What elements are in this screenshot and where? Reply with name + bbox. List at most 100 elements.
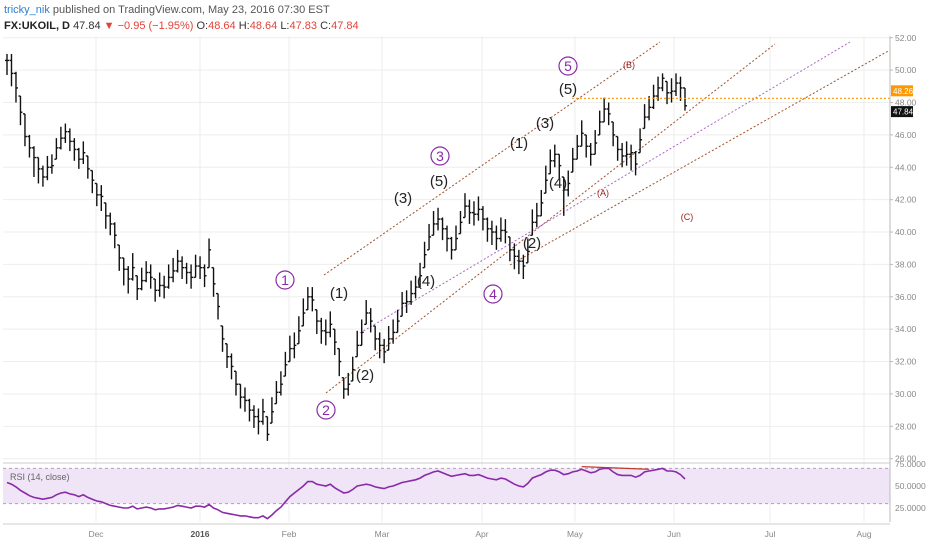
ohlc-bar [242,387,247,412]
price-tick-label: 42.00 [895,195,917,205]
ohlc-bar [633,151,638,176]
last-price-tag-text: 47.84 [893,108,914,117]
ohlc-bar [624,141,629,166]
ohlc-bar [256,408,261,435]
time-tick-label: Aug [856,529,871,539]
wave-circle-number: 1 [281,272,289,288]
ohlc-bar [350,356,355,382]
open-value: 48.64 [208,20,236,32]
target-price-tag: 48.26 [891,85,914,97]
wave-circle-ring [430,146,450,166]
ohlc-bar [682,87,687,111]
ohlc-bar [323,319,328,346]
correction-label: (C) [681,212,694,222]
symbol-label: FX:UKOIL, D [4,20,70,32]
channel-mid-line [359,41,851,334]
ohlc-bar [18,95,23,126]
ohlc-bar [467,199,472,224]
ohlc-bar [76,147,81,169]
ohlc-bar [364,300,369,326]
ohlc-bar [651,84,656,109]
ohlc-bar [31,146,36,177]
ohlc-bar [58,126,63,150]
rsi-divergence-line [581,465,650,470]
ohlc-bar [638,128,643,154]
ohlc-bar [139,267,144,291]
ohlc-bar [445,225,450,252]
ohlc-bar [175,249,180,273]
ohlc-bar [166,264,171,289]
price-tick-label: 40.00 [895,227,917,237]
ohlc-bar [629,144,634,171]
wave-label: (4) [549,175,567,192]
ohlc-bar [310,287,315,312]
wave-label: (1) [510,135,528,152]
ohlc-bar [489,220,494,245]
ohlc-bar [251,405,256,428]
ohlc-bar [180,256,185,279]
price-tick-label: 34.00 [895,324,917,334]
ohlc-bar [103,202,108,229]
ohlc-bar [678,76,683,101]
ohlc-bar [233,370,238,396]
ohlc-bar [373,325,378,351]
ohlc-bar [72,138,77,161]
ohlc-bar [337,347,342,377]
wave-label: (3) [394,190,412,207]
ohlc-bar [543,165,548,194]
ohlc-bar [81,141,86,165]
ohlc-bar [400,291,405,317]
ohlc-bar [458,210,463,235]
ohlc-bar [669,78,674,103]
ohlc-bar [157,272,162,297]
time-tick-label: Jul [765,529,776,539]
time-tick-label: Apr [475,529,488,539]
ohlc-bar [216,292,221,320]
price-tick-label: 48.00 [895,98,917,108]
ohlc-bar [305,287,310,311]
ohlc-bar [211,266,216,297]
ohlc-bar [602,97,607,123]
time-tick-label: Jun [667,529,681,539]
quote-line: FX:UKOIL, D 47.84 ▼ −0.95 (−1.95%) O:48.… [4,20,359,32]
ohlc-bar [238,383,243,409]
low-label: L: [280,20,290,32]
wave-label: (2) [523,235,541,252]
author-link[interactable]: tricky_nik [4,4,50,16]
ohlc-bar [171,257,176,283]
ohlc-bar [485,217,490,242]
channel-line [325,43,776,394]
price-tick-label: 38.00 [895,259,917,269]
high-value: 48.64 [249,20,278,32]
ohlc-bar [355,330,360,358]
ohlc-bar [525,238,530,264]
ohlc-bar [642,104,647,130]
ohlc-bar [126,266,131,294]
ohlc-bar [588,142,593,166]
ohlc-bar [494,225,499,250]
publish-info: published on TradingView.com, May 23, 20… [49,4,330,16]
ohlc-bar [498,217,503,242]
ohlc-bar [611,121,616,147]
wave-label: (5) [559,81,577,98]
wave-circle: 4 [483,284,503,304]
ohlc-bar [332,328,337,356]
ohlc-bar [413,275,418,299]
ohlc-bar [584,134,589,158]
target-price-tag-bg [891,85,913,97]
ohlc-bar [22,113,27,147]
low-value: 47.83 [289,20,318,32]
ohlc-bar [121,257,126,286]
ohlc-bar [296,316,301,345]
price-tick-label: 32.00 [895,357,917,367]
ohlc-bar [391,319,396,344]
ohlc-bar [427,223,432,251]
ohlc-bar [436,207,441,231]
time-tick-label: Feb [282,529,297,539]
ohlc-bar [409,280,414,305]
ohlc-bar [108,212,113,236]
time-tick-label: Mar [375,529,390,539]
ohlc-bar [13,71,18,103]
close-value: 47.84 [331,20,359,32]
